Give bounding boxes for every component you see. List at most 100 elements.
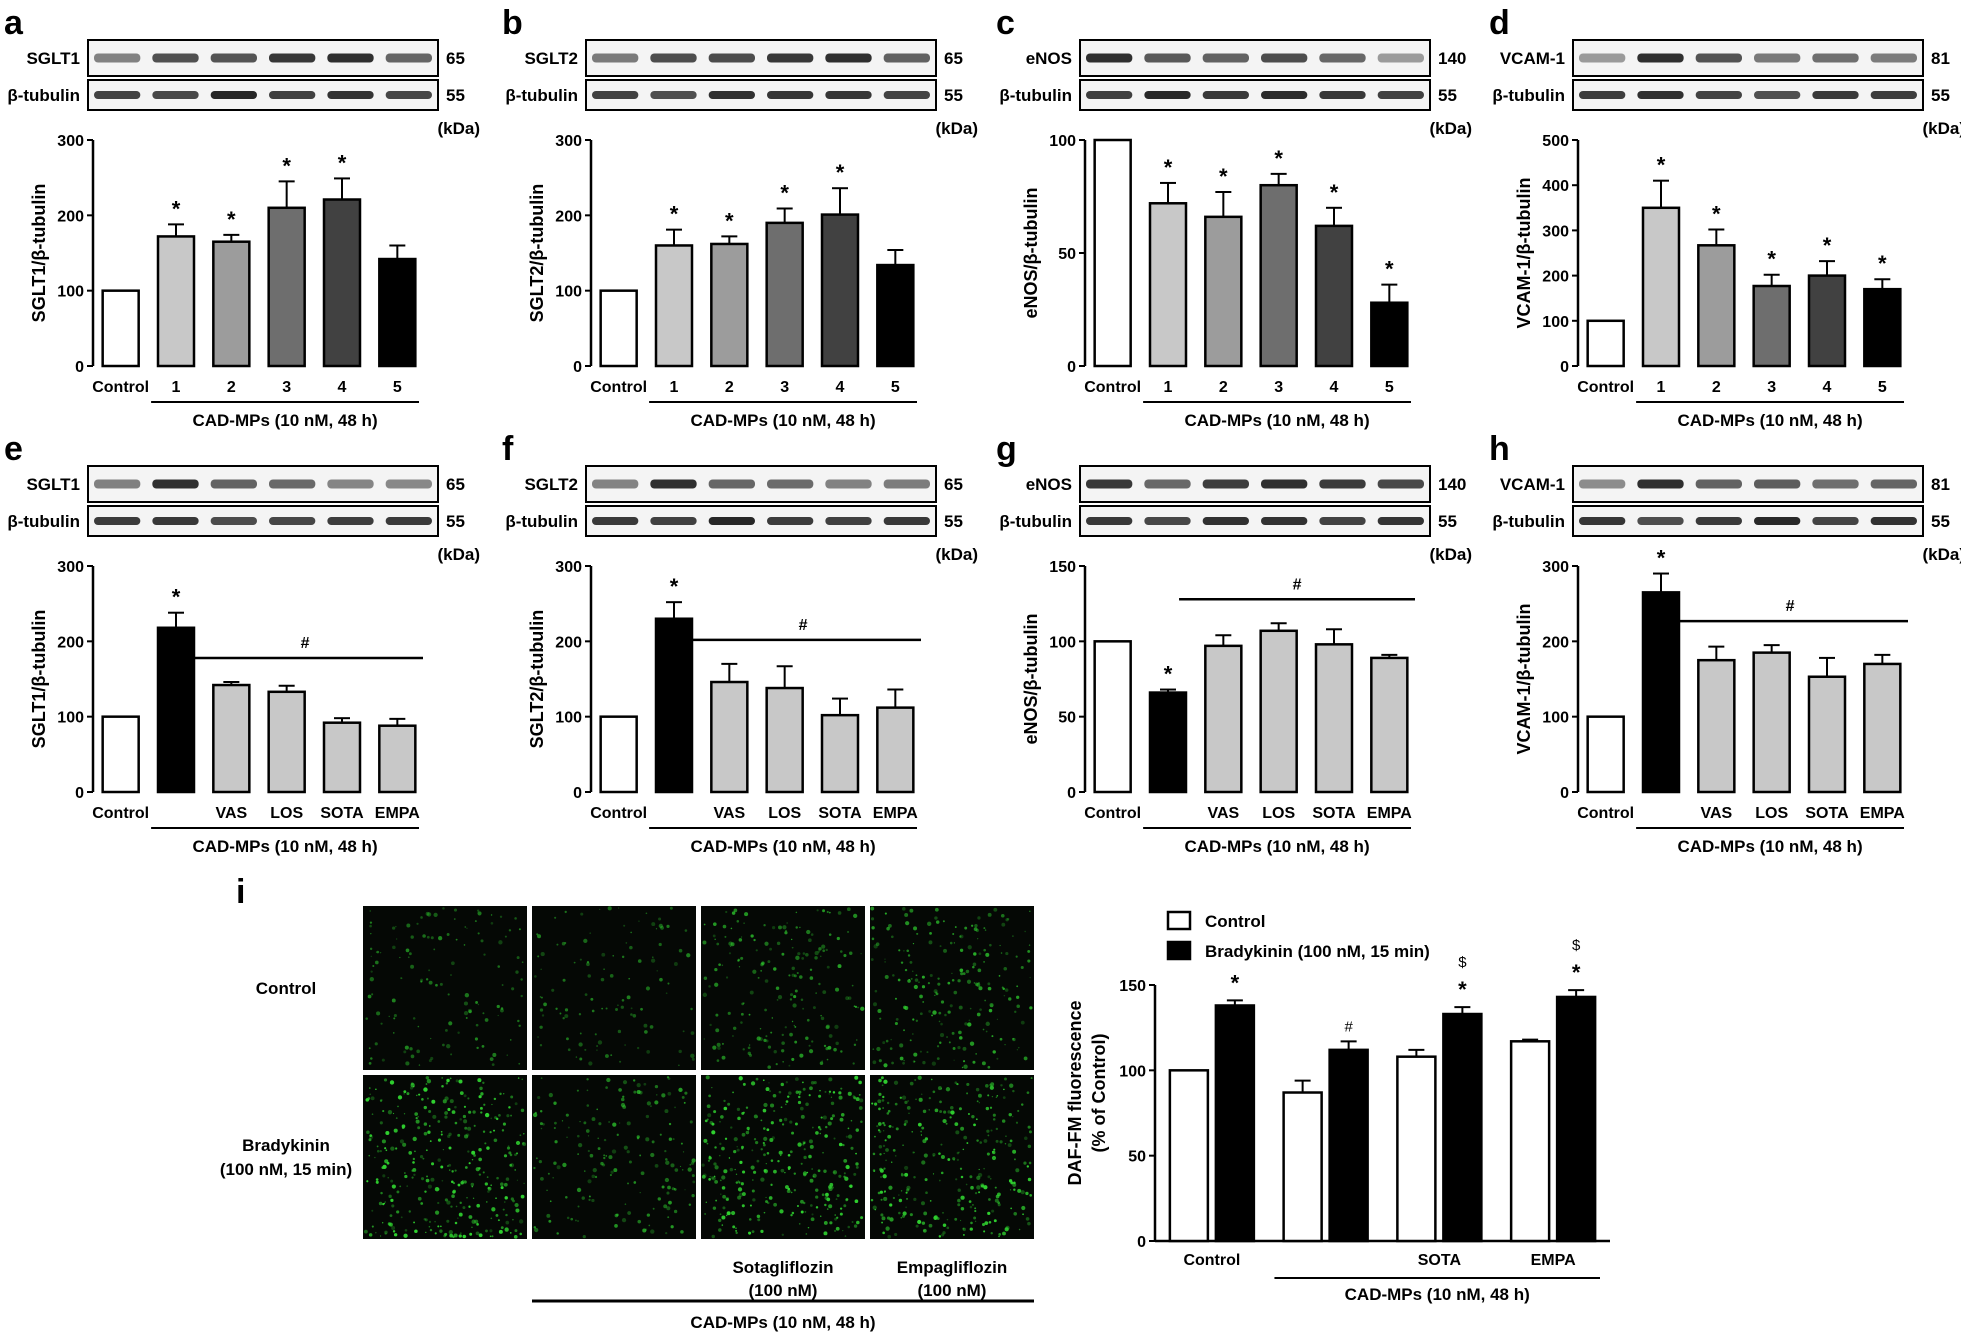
cell-fluorescence [742, 1170, 746, 1174]
cell-fluorescence [799, 926, 801, 929]
cell-fluorescence [410, 1054, 415, 1059]
cell-fluorescence [919, 994, 923, 999]
cell-fluorescence [945, 1122, 948, 1125]
blot-band [1870, 91, 1917, 99]
bar-LOS [1259, 629, 1298, 794]
cell-fluorescence [725, 910, 728, 914]
cell-fluorescence [429, 1037, 432, 1040]
x-tick-label: Control [1577, 379, 1634, 396]
significance-mark: * [1274, 146, 1283, 171]
blot-label-bottom: β-tubulin [999, 512, 1072, 531]
cell-fluorescence [464, 993, 470, 998]
blot-band [1202, 517, 1249, 525]
cell-fluorescence [880, 1213, 884, 1217]
cell-fluorescence [803, 1141, 806, 1145]
cell-fluorescence [974, 1191, 978, 1195]
cell-fluorescence [960, 1206, 965, 1211]
cell-fluorescence [382, 1222, 384, 1224]
cell-fluorescence [918, 1097, 923, 1102]
cell-fluorescence [489, 1229, 493, 1233]
cell-fluorescence [1003, 1088, 1005, 1091]
cell-fluorescence [642, 1228, 647, 1233]
cell-fluorescence [480, 939, 484, 943]
cell-fluorescence [720, 1115, 724, 1119]
cell-fluorescence [691, 1158, 696, 1163]
cell-fluorescence [827, 1045, 832, 1050]
cell-fluorescence [978, 1191, 981, 1194]
cell-fluorescence [819, 1215, 822, 1217]
cell-fluorescence [458, 1212, 463, 1217]
cell-fluorescence [714, 982, 719, 987]
cell-fluorescence [678, 1087, 683, 1093]
cell-fluorescence [1004, 1043, 1006, 1046]
cell-fluorescence [797, 952, 801, 956]
cell-fluorescence [907, 979, 911, 983]
cell-fluorescence [534, 1227, 539, 1233]
cell-fluorescence [649, 1105, 652, 1108]
cell-fluorescence [977, 981, 980, 984]
cell-fluorescence [714, 938, 716, 941]
cell-fluorescence [879, 1175, 883, 1179]
cell-fluorescence [923, 1153, 928, 1158]
cell-fluorescence [917, 1219, 922, 1225]
cell-fluorescence [932, 1152, 936, 1157]
cell-fluorescence [505, 1177, 510, 1181]
cell-fluorescence [667, 1216, 670, 1219]
cell-fluorescence [878, 1092, 882, 1096]
x-tick-label: LOS [1755, 805, 1788, 822]
bar-Control [101, 289, 140, 368]
cell-fluorescence [767, 1045, 772, 1049]
cell-fluorescence [384, 1232, 387, 1235]
cell-fluorescence [838, 1142, 843, 1147]
cell-fluorescence [828, 933, 832, 936]
cell-fluorescence [939, 1100, 942, 1104]
cell-fluorescence [691, 1194, 695, 1198]
cell-fluorescence [636, 1089, 641, 1095]
cell-fluorescence [731, 911, 736, 915]
blot-band [1086, 91, 1133, 99]
cell-fluorescence [415, 1119, 420, 1124]
cell-fluorescence [537, 1095, 541, 1100]
cell-fluorescence [936, 1217, 940, 1220]
cell-fluorescence [428, 1125, 431, 1127]
cell-fluorescence [963, 1064, 968, 1069]
cell-fluorescence [533, 1226, 537, 1229]
cell-fluorescence [448, 1021, 453, 1026]
bar-LOS [1752, 651, 1791, 794]
cell-fluorescence [1002, 987, 1005, 991]
cell-fluorescence [440, 1130, 443, 1133]
cell-fluorescence [793, 1024, 796, 1027]
bar-mps [156, 626, 196, 794]
cell-fluorescence [485, 1229, 488, 1233]
cell-fluorescence [737, 1187, 743, 1192]
cell-fluorescence [917, 1122, 922, 1127]
bar-3 [1259, 183, 1298, 368]
cell-fluorescence [989, 1003, 994, 1008]
cell-fluorescence [640, 1171, 645, 1176]
cell-fluorescence [780, 1154, 782, 1157]
cell-fluorescence [966, 1142, 969, 1145]
cell-fluorescence [585, 1129, 590, 1133]
cell-fluorescence [716, 1059, 720, 1062]
cell-fluorescence [1002, 1096, 1006, 1099]
cell-fluorescence [939, 945, 942, 948]
cell-fluorescence [752, 1198, 756, 1202]
cell-fluorescence [477, 911, 482, 916]
cell-fluorescence [1016, 1004, 1021, 1009]
cell-fluorescence [921, 975, 925, 979]
group-label: CAD-MPs (10 nM, 48 h) [192, 411, 377, 430]
cell-fluorescence [964, 1022, 968, 1026]
cell-fluorescence [477, 1078, 482, 1083]
cell-fluorescence [787, 1153, 791, 1157]
cell-fluorescence [882, 1107, 884, 1109]
blot-band [1086, 53, 1133, 63]
blot-band [94, 479, 141, 489]
cell-fluorescence [402, 1142, 407, 1147]
cell-fluorescence [788, 974, 791, 977]
cell-fluorescence [753, 938, 756, 942]
cell-fluorescence [814, 951, 819, 956]
cell-fluorescence [928, 1223, 933, 1228]
cell-fluorescence [463, 1180, 467, 1184]
cell-fluorescence [982, 1028, 985, 1031]
